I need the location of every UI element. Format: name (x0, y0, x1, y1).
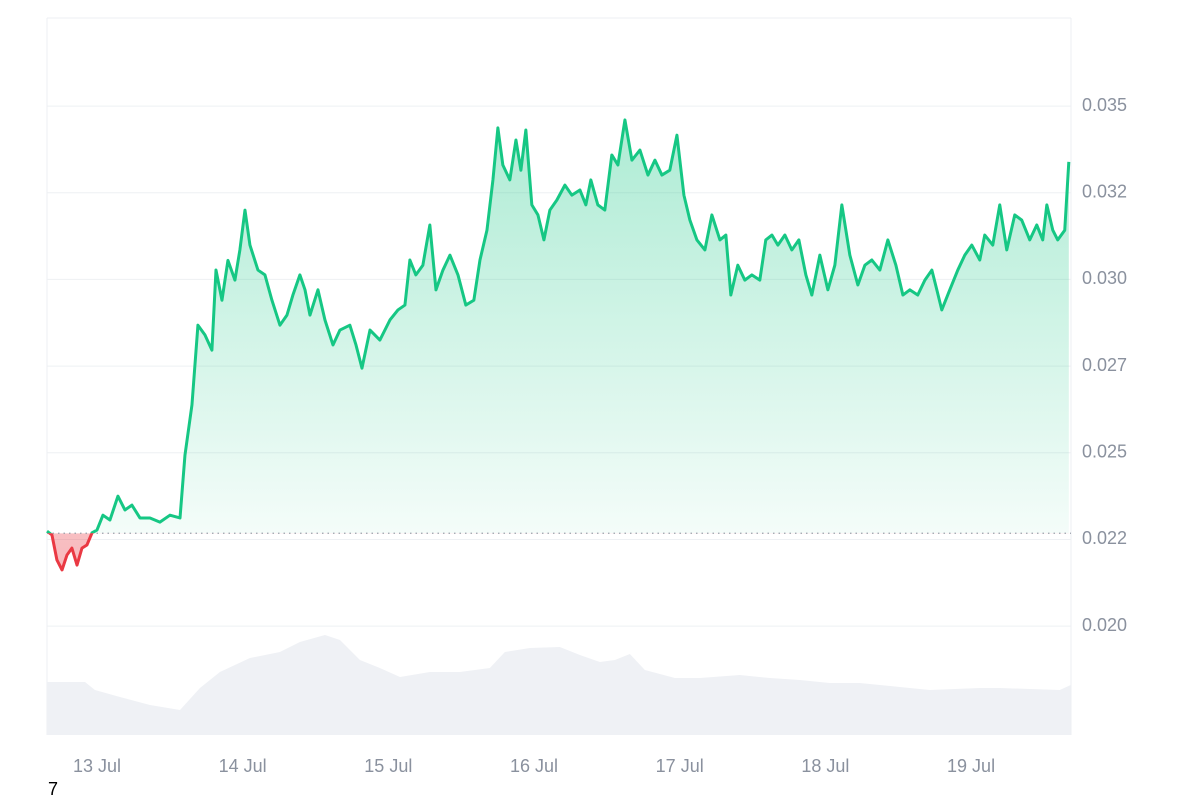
y-tick-label: 0.032 (1082, 181, 1127, 201)
x-tick-label: 14 Jul (219, 756, 267, 776)
volume-area (47, 635, 1071, 735)
y-tick-label: 0.022 (1082, 528, 1127, 548)
price-area-up (47, 119, 1069, 534)
x-tick-label: 16 Jul (510, 756, 558, 776)
y-tick-label: 0.027 (1082, 355, 1127, 375)
x-tick-label: 15 Jul (364, 756, 412, 776)
foreground-layer: 0.020 0.022 0.025 0.027 0.030 0.032 0.035 13 Ju… (46, 95, 1127, 776)
y-tick-label: 0.035 (1082, 95, 1127, 115)
x-tick-label: 18 Jul (801, 756, 849, 776)
price-area-down (49, 533, 92, 570)
y-tick-label: 0.020 (1082, 615, 1127, 635)
y-tick-label: 0.030 (1082, 268, 1127, 288)
x-tick-label: 13 Jul (73, 756, 121, 776)
footnote: 7 (48, 779, 58, 799)
price-line-up (46, 118, 1071, 534)
x-tick-label: 19 Jul (947, 756, 995, 776)
y-tick-label: 0.025 (1082, 442, 1127, 462)
x-tick-label: 17 Jul (656, 756, 704, 776)
background-layer (46, 17, 1072, 735)
